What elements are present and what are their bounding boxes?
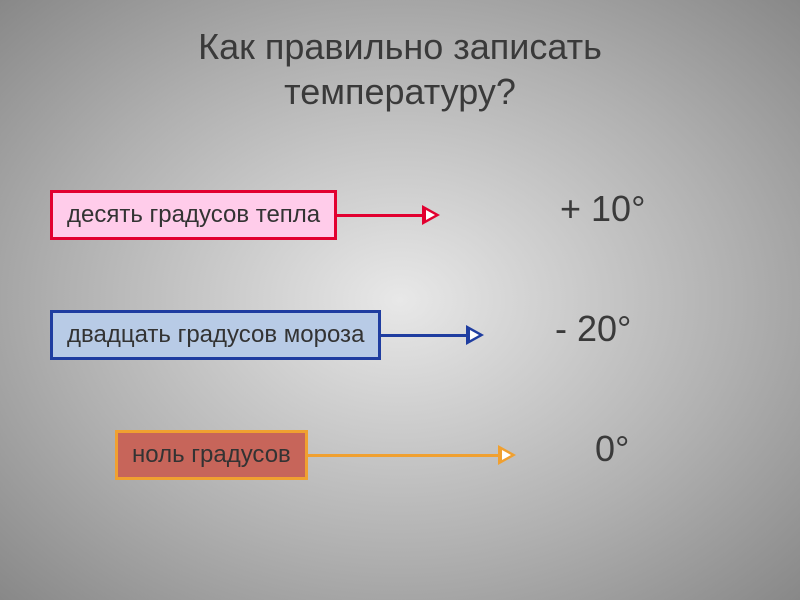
arrow-zero bbox=[308, 445, 525, 465]
arrow-warm bbox=[337, 205, 449, 225]
arrow-head-icon bbox=[498, 445, 525, 465]
value-frost: - 20° bbox=[555, 308, 631, 350]
value-zero: 0° bbox=[595, 428, 629, 470]
arrow-line bbox=[337, 214, 422, 217]
arrow-line bbox=[381, 334, 466, 337]
arrow-line bbox=[308, 454, 498, 457]
title-line1: Как правильно записать bbox=[198, 26, 602, 67]
page-title: Как правильно записать температуру? bbox=[0, 24, 800, 114]
label-box-frost: двадцать градусов мороза bbox=[50, 310, 381, 360]
arrow-head-icon bbox=[422, 205, 449, 225]
arrow-frost bbox=[381, 325, 493, 345]
temp-row-warm: десять градусов тепла bbox=[50, 190, 449, 240]
label-box-zero: ноль градусов bbox=[115, 430, 308, 480]
temp-row-zero: ноль градусов bbox=[115, 430, 525, 480]
temp-row-frost: двадцать градусов мороза bbox=[50, 310, 493, 360]
title-line2: температуру? bbox=[284, 71, 516, 112]
arrow-head-icon bbox=[466, 325, 493, 345]
label-box-warm: десять градусов тепла bbox=[50, 190, 337, 240]
value-warm: + 10° bbox=[560, 188, 645, 230]
